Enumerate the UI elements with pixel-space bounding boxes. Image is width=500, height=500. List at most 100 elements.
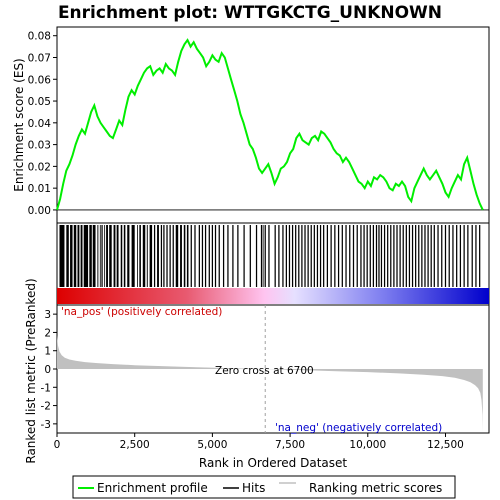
es-plot-frame — [56, 26, 490, 224]
hit-mark — [298, 225, 300, 287]
hit-mark — [427, 225, 429, 287]
hit-mark — [157, 225, 159, 287]
hit-mark — [149, 225, 153, 287]
hit-mark — [444, 225, 447, 287]
hit-mark — [456, 225, 458, 287]
es-y-ticks: 0.00 0.01 0.02 0.03 0.04 0.05 0.06 0.07 0.08 — [28, 31, 57, 217]
hit-mark — [375, 225, 378, 287]
hit-mark — [169, 225, 171, 287]
es-tick-label: 0.02 — [28, 161, 51, 173]
es-y-axis-label: Enrichment score (ES) — [12, 58, 26, 191]
hit-mark — [232, 225, 234, 287]
hit-mark — [194, 225, 196, 287]
es-tick-label: 0.05 — [28, 96, 51, 108]
legend-enrichment-label: Enrichment profile — [97, 481, 208, 495]
hit-mark — [380, 225, 383, 287]
hit-mark — [77, 225, 80, 287]
x-tick-label: 2,500 — [120, 439, 150, 451]
hit-mark — [73, 225, 77, 287]
hit-mark — [66, 225, 69, 287]
hit-mark — [153, 225, 156, 287]
hit-mark — [186, 225, 189, 287]
hit-mark — [326, 225, 329, 287]
metric-tick-label: 1 — [44, 346, 51, 358]
hit-mark — [334, 225, 336, 287]
hit-mark — [190, 225, 192, 287]
hit-mark — [291, 225, 294, 287]
es-tick-label: 0.08 — [28, 31, 51, 43]
hit-mark — [316, 225, 319, 287]
hit-mark — [405, 225, 407, 287]
hit-mark — [288, 225, 291, 287]
hit-mark — [116, 225, 119, 287]
hit-mark — [109, 225, 112, 287]
hit-mark — [142, 225, 146, 287]
hit-mark — [123, 225, 126, 287]
hit-mark — [282, 225, 284, 287]
hit-mark — [363, 225, 365, 287]
metric-tick-label: -1 — [41, 382, 51, 394]
hit-mark — [415, 225, 417, 287]
x-tick-label: 10,000 — [349, 439, 386, 451]
hit-mark — [80, 225, 83, 287]
hit-mark — [278, 225, 280, 287]
hit-mark — [183, 225, 186, 287]
hit-mark — [214, 225, 217, 287]
hit-mark — [352, 225, 355, 287]
x-tick-label: 5,000 — [197, 439, 227, 451]
hit-mark — [249, 225, 251, 287]
hit-mark — [369, 225, 371, 287]
hits-group — [59, 225, 481, 287]
hit-mark — [243, 225, 245, 287]
chart-title: Enrichment plot: WTTGKCTG_UNKNOWN — [58, 3, 442, 23]
metric-tick-label: 3 — [44, 309, 51, 321]
hit-mark — [337, 225, 340, 287]
hit-mark — [441, 225, 443, 287]
es-tick-label: 0.03 — [28, 140, 51, 152]
hit-mark — [301, 225, 303, 287]
hit-mark — [70, 225, 73, 287]
hit-mark — [295, 225, 297, 287]
hit-mark — [131, 225, 135, 287]
hit-mark — [463, 225, 465, 287]
hit-mark — [330, 225, 332, 287]
hit-mark — [89, 225, 92, 287]
hit-mark — [437, 225, 439, 287]
x-axis-label: Rank in Ordered Dataset — [199, 456, 347, 470]
hit-mark — [408, 225, 411, 287]
hit-mark — [146, 225, 148, 287]
metric-tick-label: 2 — [44, 327, 51, 339]
hit-mark — [366, 225, 368, 287]
hit-mark — [99, 225, 101, 287]
hit-mark — [92, 225, 96, 287]
legend-metric-label: Ranking metric scores — [309, 481, 442, 495]
es-tick-label: 0.07 — [28, 52, 51, 64]
es-tick-label: 0.06 — [28, 74, 52, 86]
hit-mark — [198, 225, 200, 287]
es-tick-label: 0.00 — [28, 205, 51, 217]
pos-correlated-label: 'na_pos' (positively correlated) — [61, 306, 222, 318]
hit-mark — [211, 225, 214, 287]
hit-mark — [307, 225, 309, 287]
hit-mark — [137, 225, 138, 287]
hit-mark — [430, 225, 432, 287]
hit-mark — [411, 225, 414, 287]
x-tick-label: 12,500 — [427, 439, 464, 451]
hit-mark — [319, 225, 322, 287]
hit-mark — [204, 225, 207, 287]
neg-correlated-label: 'na_neg' (negatively correlated) — [275, 422, 442, 434]
x-tick-label: 7,500 — [275, 439, 305, 451]
hit-mark — [360, 225, 362, 287]
hit-mark — [104, 225, 106, 287]
hit-mark — [402, 225, 404, 287]
hit-mark — [475, 225, 477, 287]
hit-mark — [448, 225, 450, 287]
hit-mark — [399, 225, 401, 287]
hit-mark — [467, 225, 469, 287]
hit-mark — [59, 225, 65, 287]
hit-mark — [424, 225, 426, 287]
hit-mark — [421, 225, 423, 287]
hit-mark — [345, 225, 347, 287]
hit-mark — [471, 225, 473, 287]
